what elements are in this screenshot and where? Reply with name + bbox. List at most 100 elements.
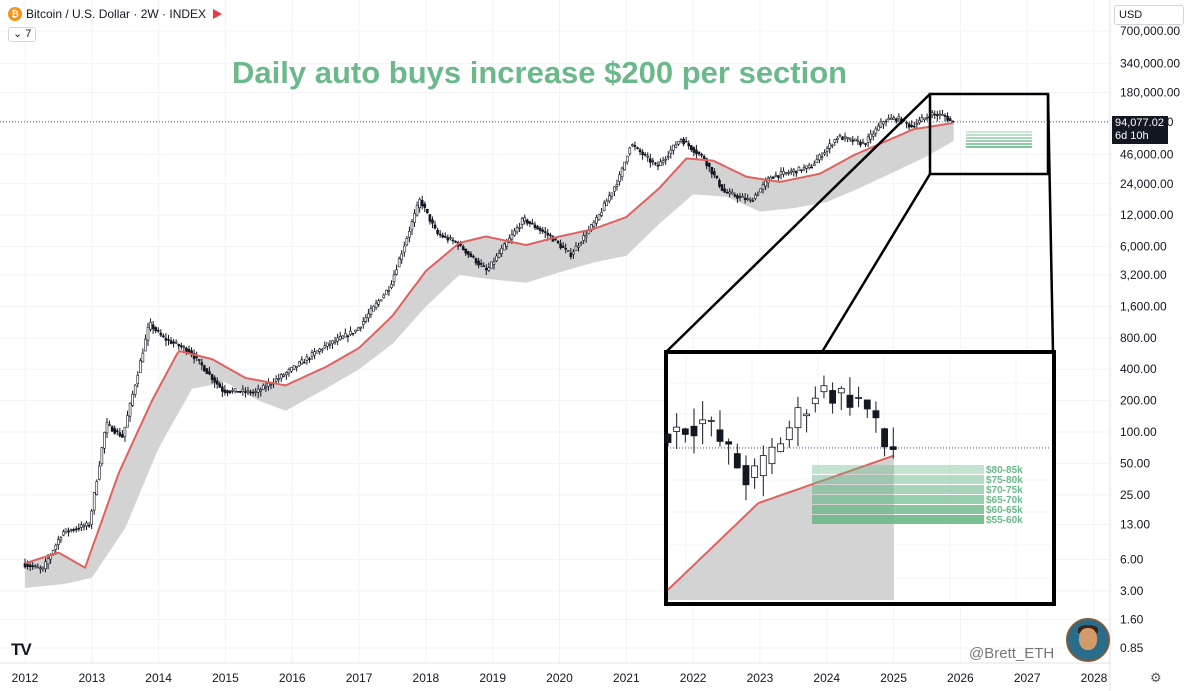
candle-body [505, 241, 509, 247]
candle-body [933, 113, 937, 116]
tradingview-logo-icon[interactable]: TV [11, 640, 32, 659]
y-tick-label: 6.00 [1120, 552, 1144, 566]
candle-body [341, 335, 345, 339]
candle-body [774, 174, 778, 177]
candle-body [244, 391, 247, 393]
candle-body [948, 118, 952, 122]
candle-body [556, 240, 560, 244]
inset-candle-body [733, 453, 741, 469]
candle-body [728, 191, 732, 194]
candle-body [569, 252, 573, 257]
candle-body [359, 326, 363, 329]
buy-zone-bar [812, 515, 984, 524]
buy-zone-small [966, 140, 1032, 142]
y-axis: 700,000.00340,000.00180,000.0094,000.004… [1109, 0, 1180, 691]
price-tag-countdown: 6d 10h [1115, 130, 1149, 142]
buy-zone-label: $80-85k [986, 465, 1023, 476]
inset-candle-body [872, 410, 880, 419]
x-tick-label: 2016 [279, 671, 306, 685]
candle-body [592, 221, 596, 228]
y-tick-label: 46,000.00 [1120, 147, 1174, 161]
candle-body [830, 144, 834, 147]
candle-body [490, 261, 493, 269]
candle-body [36, 566, 40, 569]
candle-body [641, 151, 644, 156]
candle-body [385, 289, 388, 295]
candle-body [115, 430, 119, 432]
candle-body [41, 566, 45, 570]
candle-body [515, 227, 519, 233]
candle-body [31, 565, 34, 568]
candle-body [531, 222, 534, 225]
candle-body [133, 384, 137, 395]
candle-body [100, 447, 104, 465]
candle-body [95, 481, 99, 495]
candle-body [221, 386, 224, 392]
candle-body [303, 361, 306, 364]
candle-body [759, 188, 762, 193]
candle-body [700, 153, 703, 156]
candle-body [643, 153, 647, 156]
candle-body [377, 300, 380, 305]
candle-body [187, 349, 191, 353]
candle-body [136, 374, 140, 384]
candle-body [249, 391, 252, 394]
candle-body [500, 248, 503, 254]
candle-body [90, 510, 93, 525]
settings-gear-icon[interactable]: ⚙ [1150, 670, 1162, 685]
x-tick-label: 2024 [813, 671, 840, 685]
indicators-toggle[interactable]: ⌄ 7 [8, 27, 37, 42]
candle-body [577, 245, 580, 248]
candle-body [149, 322, 152, 330]
inset-candle-body [690, 425, 698, 437]
candle-body [613, 186, 616, 192]
candle-body [28, 564, 32, 568]
candle-body [436, 229, 439, 234]
candle-body [461, 246, 465, 251]
inset-candle-body [863, 399, 871, 410]
candle-body [474, 258, 478, 264]
x-tick-label: 2022 [680, 671, 707, 685]
candle-body [23, 563, 27, 568]
candle-body [861, 141, 865, 144]
candle-body [105, 422, 109, 434]
candle-body [354, 329, 357, 333]
candle-body [246, 390, 250, 393]
candle-body [233, 388, 237, 392]
candle-body [723, 188, 726, 193]
candle-body [464, 248, 468, 254]
candle-body [572, 251, 575, 255]
candle-body [748, 198, 752, 201]
candle-body [320, 348, 324, 351]
buy-zone-bar [812, 495, 984, 504]
candle-body [628, 147, 632, 155]
candle-body [80, 524, 83, 528]
candle-body [46, 558, 50, 565]
y-tick-label: 13.00 [1120, 517, 1150, 531]
flag-icon[interactable] [213, 9, 223, 19]
y-tick-label: 700,000.00 [1120, 24, 1180, 38]
candle-body [241, 389, 245, 392]
candle-body [761, 184, 765, 190]
candle-body [841, 136, 844, 141]
candle-body [543, 231, 547, 233]
candle-body [400, 253, 404, 260]
candle-body [584, 235, 588, 238]
x-tick-label: 2015 [212, 671, 239, 685]
candle-body [549, 234, 552, 237]
candle-body [720, 184, 724, 191]
candle-body [228, 390, 232, 394]
buy-zone-label: $65-70k [986, 495, 1023, 506]
candle-body [372, 305, 375, 312]
candle-body [131, 393, 134, 406]
currency-select[interactable]: USD [1114, 5, 1184, 25]
candle-body [638, 149, 642, 153]
candle-body [361, 321, 365, 325]
candle-body [797, 166, 801, 171]
candle-body [146, 326, 150, 341]
candle-body [695, 149, 698, 155]
zoom-connector-line [665, 93, 931, 353]
candle-body [738, 196, 742, 198]
candle-body [310, 352, 314, 358]
